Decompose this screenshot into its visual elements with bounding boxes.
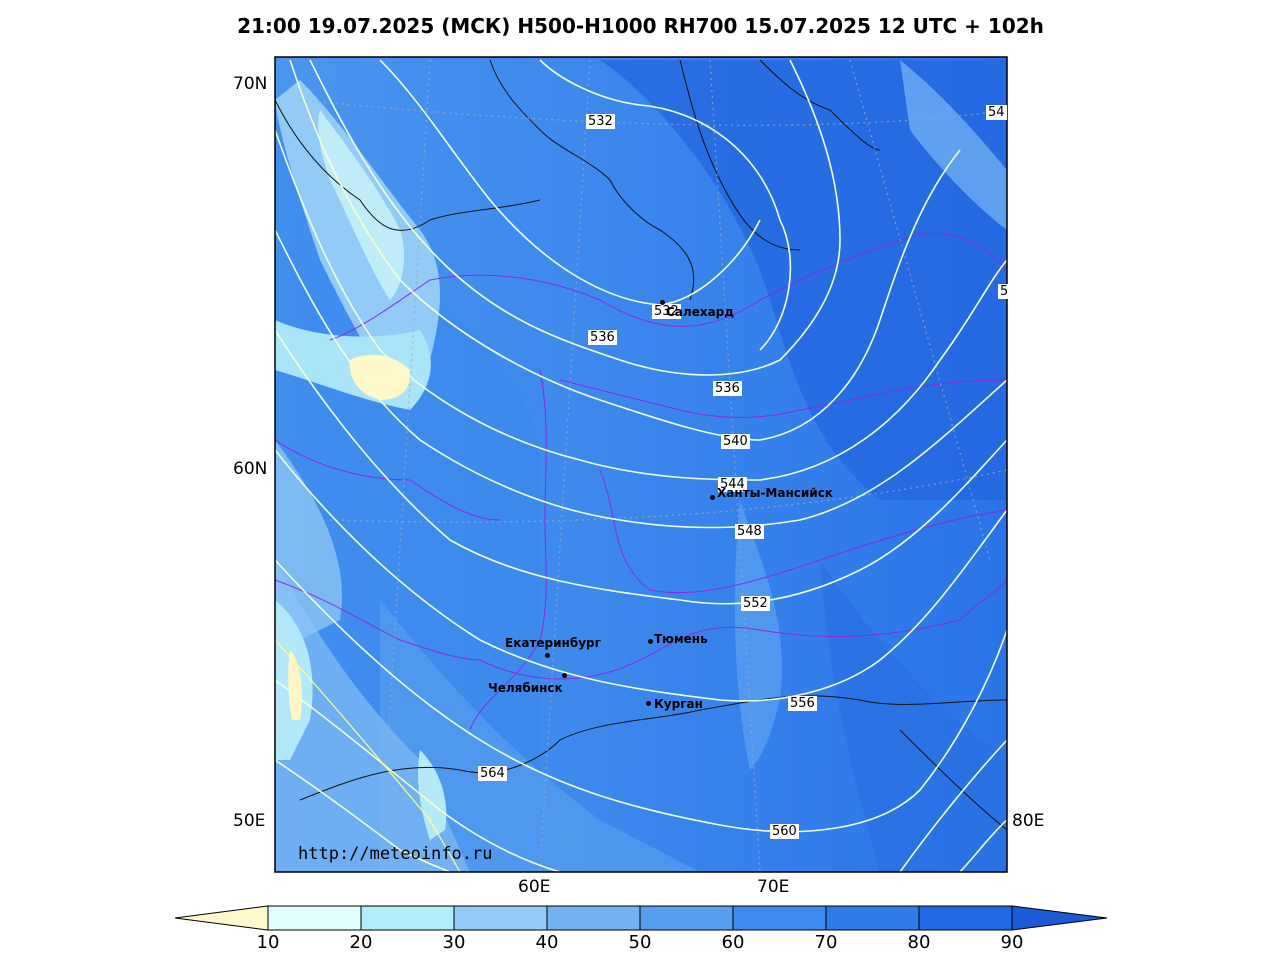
- contour-label: 5: [998, 284, 1011, 299]
- colorbar-tick: 60: [721, 932, 745, 953]
- city-label-yekaterinburg: Екатеринбург: [505, 636, 601, 650]
- contour-label: 54: [986, 105, 1007, 120]
- city-label-khanty-mansiysk: Ханты-Мансийск: [717, 486, 833, 500]
- lon-label-70e: 70E: [757, 877, 790, 897]
- contour-label: 532: [586, 114, 615, 129]
- city-marker: [646, 701, 651, 706]
- city-marker: [660, 300, 665, 305]
- colorbar-bin-40-50: [546, 905, 641, 931]
- contour-label: 532: [652, 304, 681, 319]
- city-marker: [648, 639, 653, 644]
- colorbar-tick: 10: [256, 932, 280, 953]
- colorbar-tick: 50: [628, 932, 652, 953]
- contour-label: 552: [741, 596, 770, 611]
- city-marker: [545, 653, 550, 658]
- contour-label: 536: [713, 381, 742, 396]
- map-title: 21:00 19.07.2025 (МСК) H500-H1000 RH700 …: [237, 14, 1044, 38]
- lon-label-50e: 50E: [233, 811, 266, 831]
- contour-label: 556: [788, 696, 817, 711]
- contour-label: 564: [478, 766, 507, 781]
- colorbar-bin-70-80: [825, 905, 920, 931]
- colorbar-bin-high: [1011, 905, 1108, 931]
- colorbar-bin-30-40: [453, 905, 548, 931]
- colorbar-tick: 80: [907, 932, 931, 953]
- colorbar-bin-80-90: [918, 905, 1013, 931]
- watermark-url: http://meteoinfo.ru: [298, 844, 493, 864]
- city-label-tyumen: Тюмень: [654, 632, 708, 646]
- city-label-chelyabinsk: Челябинск: [488, 681, 563, 695]
- colorbar-tick: 90: [1000, 932, 1024, 953]
- map-frame: [274, 56, 1008, 873]
- contour-label: 540: [721, 434, 750, 449]
- colorbar-bin-50-60: [639, 905, 734, 931]
- humidity-field: [275, 57, 1007, 872]
- city-marker: [710, 495, 715, 500]
- city-marker: [562, 673, 567, 678]
- contour-label: 544: [718, 477, 747, 492]
- colorbar-tick: 40: [535, 932, 559, 953]
- colorbar-tick: 20: [349, 932, 373, 953]
- colorbar-bin-60-70: [732, 905, 827, 931]
- contour-label: 536: [588, 330, 617, 345]
- contour-label: 560: [770, 824, 799, 839]
- contour-label: 548: [735, 524, 764, 539]
- colorbar-bin-20-30: [360, 905, 455, 931]
- colorbar-bin-low: [174, 905, 269, 931]
- lon-label-80e: 80E: [1012, 811, 1045, 831]
- lat-label-60n: 60N: [233, 459, 268, 479]
- colorbar-bin-10-20: [267, 905, 362, 931]
- colorbar: [174, 905, 1108, 931]
- lat-label-70n: 70N: [233, 74, 268, 94]
- lon-label-60e: 60E: [518, 877, 551, 897]
- city-label-kurgan: Курган: [654, 697, 703, 711]
- colorbar-tick: 70: [814, 932, 838, 953]
- city-label-salekhard: Салехард: [666, 305, 734, 319]
- colorbar-tick: 30: [442, 932, 466, 953]
